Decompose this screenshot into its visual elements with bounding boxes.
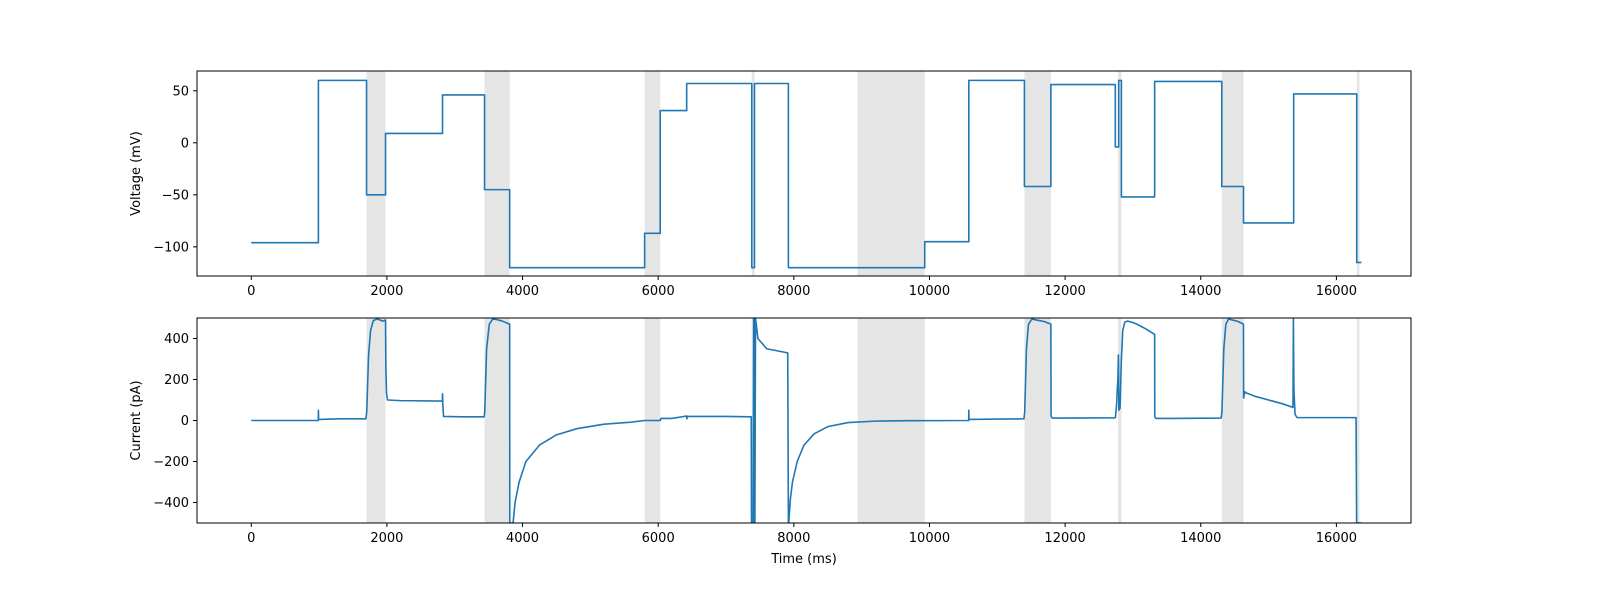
shaded-region (1221, 71, 1244, 276)
x-tick-label: 0 (247, 284, 255, 299)
y-tick-label: 50 (172, 84, 189, 99)
x-tick-label: 6000 (642, 284, 675, 299)
shaded-region (366, 318, 386, 523)
shaded-region (1118, 318, 1122, 523)
axes-frame (196, 70, 1412, 277)
x-tick-label: 8000 (777, 531, 810, 546)
y-tick-label: 0 (181, 414, 189, 429)
y-tick-label: 400 (164, 332, 189, 347)
plot-area (251, 71, 1362, 276)
panel-voltage: 0 2000 4000 6000 8000 10000 12000 14000 16000 50 0… (129, 70, 1412, 299)
shaded-region (1024, 71, 1051, 276)
y-tick-label: −200 (153, 455, 189, 470)
x-tick-label: 16000 (1316, 531, 1357, 546)
shaded-region (484, 71, 510, 276)
shaded-region (1024, 318, 1051, 523)
x-tick-label: 16000 (1316, 284, 1357, 299)
shaded-region (1356, 71, 1360, 276)
shaded-region (1356, 318, 1360, 523)
shaded-region (1118, 71, 1122, 276)
y-axis-label: Voltage (mV) (129, 131, 144, 216)
x-tick-label: 2000 (370, 284, 403, 299)
shaded-region (857, 71, 925, 276)
x-tick-label: 10000 (909, 284, 950, 299)
x-tick-label: 8000 (777, 284, 810, 299)
x-tick-label: 2000 (370, 531, 403, 546)
y-tick-label: 200 (164, 373, 189, 388)
voltage-trace (251, 79, 1362, 269)
shaded-region (751, 71, 755, 276)
x-tick-label: 6000 (642, 531, 675, 546)
y-tick-label: −400 (153, 496, 189, 511)
y-tick-label: −100 (153, 240, 189, 255)
y-tick-label: −50 (162, 188, 189, 203)
x-axis-label: Time (ms) (770, 552, 837, 567)
x-tick-label: 14000 (1180, 284, 1221, 299)
y-tick-label: 0 (181, 136, 189, 151)
x-tick-label: 4000 (506, 531, 539, 546)
y-axis-label: Current (pA) (129, 380, 144, 460)
x-tick-label: 12000 (1044, 284, 1085, 299)
x-tick-label: 12000 (1044, 531, 1085, 546)
shaded-region (366, 71, 386, 276)
plot-area (251, 318, 1362, 523)
x-tick-label: 0 (247, 531, 255, 546)
shaded-region (644, 71, 661, 276)
shaded-region (484, 318, 510, 523)
x-tick-label: 14000 (1180, 531, 1221, 546)
x-tick-label: 10000 (909, 531, 950, 546)
current-trace (251, 318, 1362, 523)
panel-current: 0 2000 4000 6000 8000 10000 12000 14000 16000400… (129, 317, 1412, 567)
shaded-region (1221, 318, 1244, 523)
x-tick-label: 4000 (506, 284, 539, 299)
